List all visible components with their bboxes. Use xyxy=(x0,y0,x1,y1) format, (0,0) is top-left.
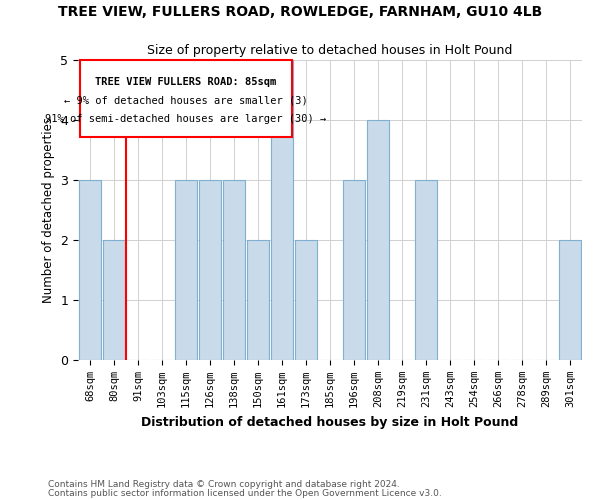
Bar xyxy=(343,180,365,360)
FancyBboxPatch shape xyxy=(80,60,292,137)
Bar xyxy=(295,240,317,360)
Bar xyxy=(415,180,437,360)
Text: TREE VIEW, FULLERS ROAD, ROWLEDGE, FARNHAM, GU10 4LB: TREE VIEW, FULLERS ROAD, ROWLEDGE, FARNH… xyxy=(58,5,542,19)
Text: 91% of semi-detached houses are larger (30) →: 91% of semi-detached houses are larger (… xyxy=(46,114,326,124)
Bar xyxy=(103,240,125,360)
Bar xyxy=(271,60,293,360)
Bar xyxy=(79,180,101,360)
Title: Size of property relative to detached houses in Holt Pound: Size of property relative to detached ho… xyxy=(148,44,512,58)
Y-axis label: Number of detached properties: Number of detached properties xyxy=(42,117,55,303)
Bar xyxy=(559,240,581,360)
Bar xyxy=(247,240,269,360)
Bar xyxy=(199,180,221,360)
Bar xyxy=(367,120,389,360)
Bar xyxy=(175,180,197,360)
Text: TREE VIEW FULLERS ROAD: 85sqm: TREE VIEW FULLERS ROAD: 85sqm xyxy=(95,76,277,86)
Text: Contains public sector information licensed under the Open Government Licence v3: Contains public sector information licen… xyxy=(48,488,442,498)
Text: ← 9% of detached houses are smaller (3): ← 9% of detached houses are smaller (3) xyxy=(64,95,308,105)
Bar xyxy=(223,180,245,360)
X-axis label: Distribution of detached houses by size in Holt Pound: Distribution of detached houses by size … xyxy=(142,416,518,428)
Text: Contains HM Land Registry data © Crown copyright and database right 2024.: Contains HM Land Registry data © Crown c… xyxy=(48,480,400,489)
